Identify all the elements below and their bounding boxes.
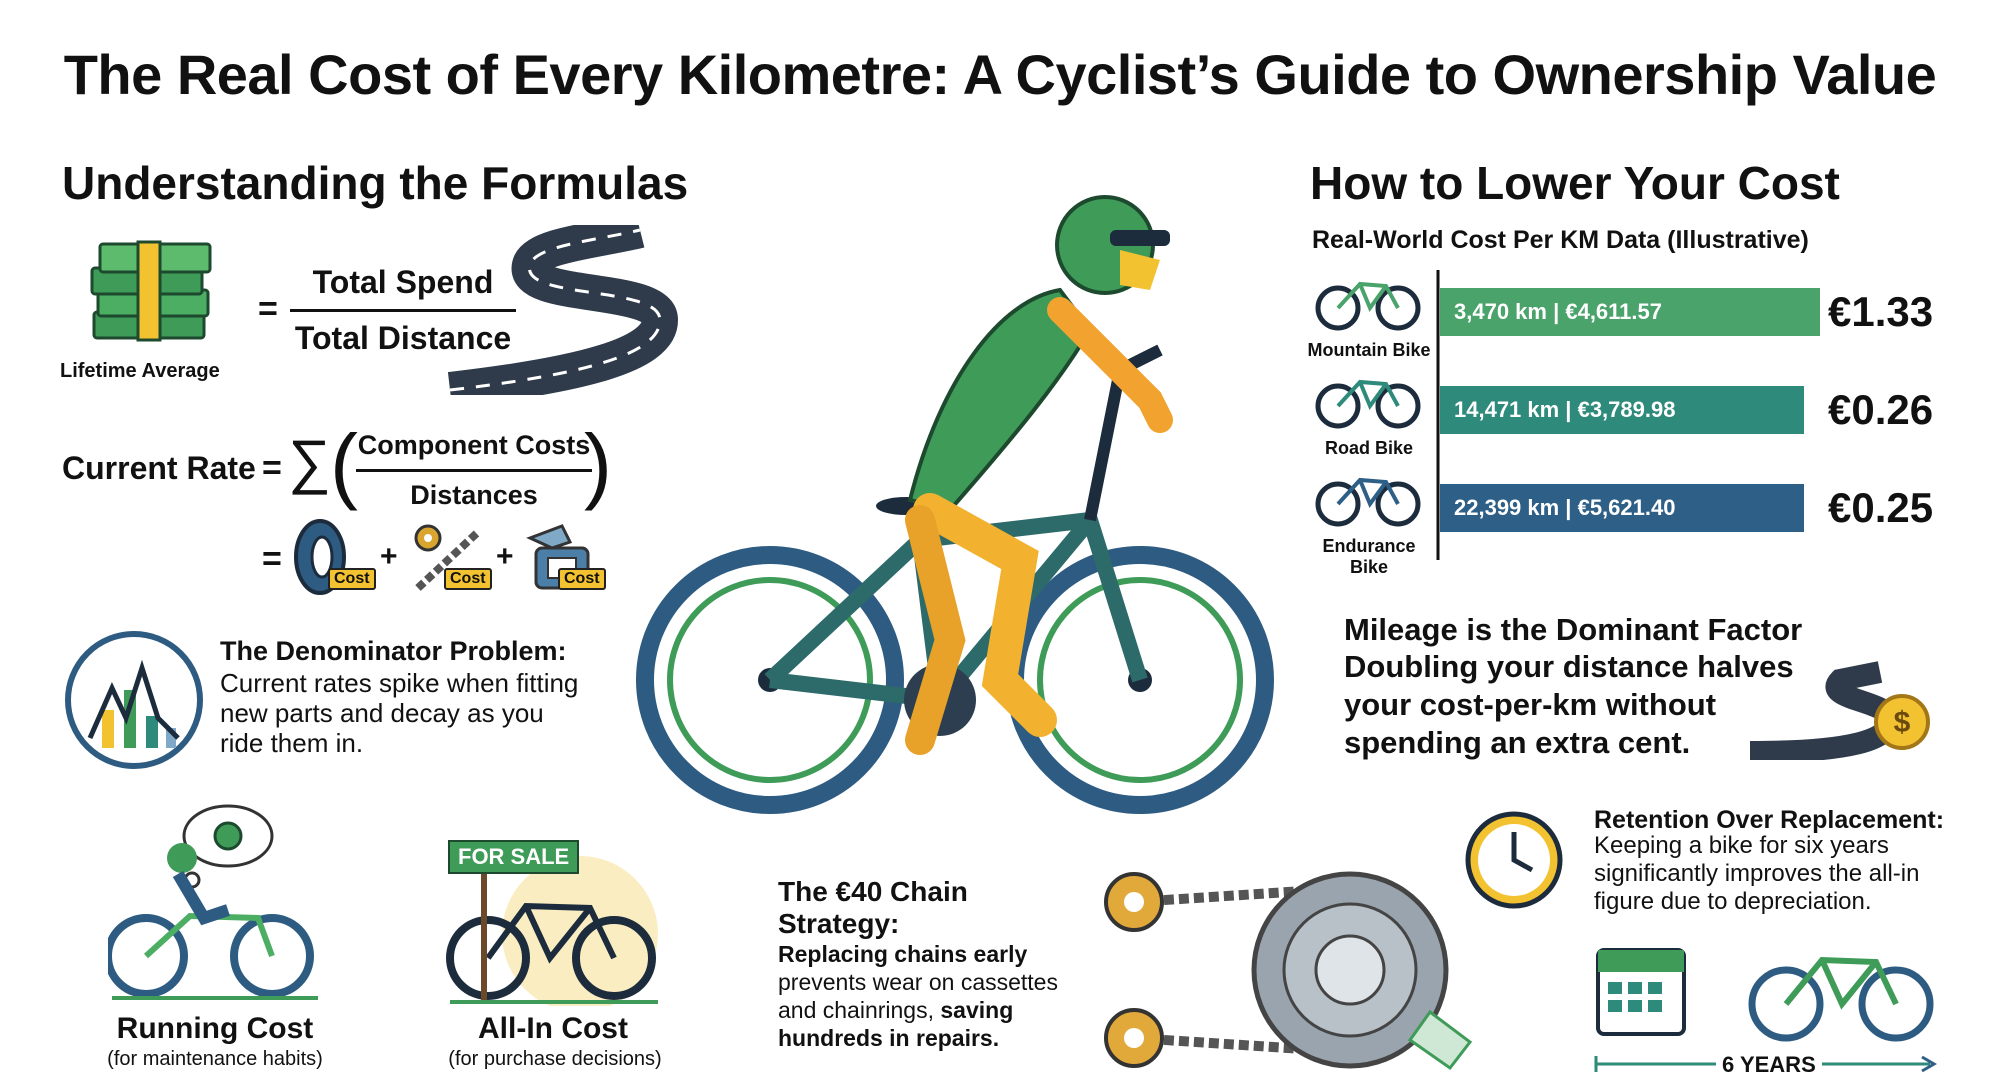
cassette-chain-icon (1104, 871, 1473, 1071)
component-denominator: Distances (410, 480, 538, 510)
chain-bold-2: saving hundreds in repairs. (778, 997, 1014, 1051)
equals-sign-2: = (262, 449, 282, 487)
chart-axis (1436, 270, 1440, 560)
fraction-denominator: Total Distance (294, 320, 512, 356)
sigma-symbol: ∑ (288, 428, 331, 495)
plus-sign-2: + (496, 540, 514, 573)
formulas-heading: Understanding the Formulas (62, 157, 689, 209)
svg-text:$: $ (1894, 706, 1911, 739)
road-cyclist-illustration (636, 195, 1274, 814)
plus-sign-1: + (380, 540, 398, 573)
lower-cost-heading: How to Lower Your Cost (1310, 157, 1840, 209)
fraction-line (290, 309, 516, 312)
component-line (356, 469, 592, 472)
mileage-text: Doubling your distance halves your cost-… (1344, 649, 1794, 760)
road-coin-icon: $ (1749, 661, 1930, 760)
chain-strategy-text: Replacing chains early prevents wear on … (778, 940, 1098, 1052)
chain-bold-1: Replacing chains early (778, 941, 1028, 967)
lifetime-fraction: Total Spend Total Distance (290, 264, 516, 357)
chart-value-label: €0.25 (1828, 484, 1934, 531)
bike-icon-mountain-bike (1315, 281, 1421, 331)
chart-category-label: Road Bike (1324, 438, 1414, 458)
bike-icon-retention (1748, 956, 1934, 1042)
bike-icon-endurance-bike (1315, 477, 1421, 527)
calendar-icon (1596, 948, 1686, 1036)
paren-left: ( (330, 417, 358, 511)
chain-text-1: prevents wear on cassettes and chainring… (778, 969, 1058, 1023)
retention-title: Retention Over Replacement: (1594, 806, 1945, 834)
chart-bar: 14,471 km | €3,789.98 (1440, 386, 1804, 434)
road-icon (447, 225, 679, 395)
clock-icon (1465, 811, 1563, 909)
running-cost-title: Running Cost (116, 1012, 314, 1045)
chart-value-label: €1.33 (1828, 288, 1934, 335)
brake-cost-tag: Cost (558, 568, 606, 590)
equals-sign: = (258, 290, 278, 328)
chain-strategy-title: The €40 Chain Strategy: (778, 876, 968, 939)
cyclist-thinking-icon (108, 804, 318, 1000)
chain-cost-tag: Cost (444, 568, 492, 590)
chart-category-label: Endurance Bike (1322, 536, 1416, 577)
retention-text: Keeping a bike for six years significant… (1594, 832, 1920, 915)
bike-icon-road-bike (1315, 379, 1421, 429)
six-years-label: 6 YEARS (1716, 1052, 1822, 1078)
equals-sign-3: = (262, 540, 282, 578)
for-sale-sign: FOR SALE (448, 840, 580, 874)
chart-category-label: Mountain Bike (1307, 340, 1431, 360)
denominator-text: Current rates spike when fitting new par… (220, 668, 579, 758)
current-rate-label: Current Rate (62, 450, 256, 486)
money-stack-icon (90, 240, 212, 342)
allin-cost-sub: (for purchase decisions) (448, 1048, 662, 1070)
paren-right: ) (584, 417, 612, 511)
mileage-title: Mileage is the Dominant Factor (1344, 612, 1803, 647)
component-fraction: Component Costs Distances (356, 430, 592, 511)
allin-cost-title: All-In Cost (478, 1012, 628, 1045)
denominator-title: The Denominator Problem: (220, 636, 567, 666)
chart-bar: 22,399 km | €5,621.40 (1440, 484, 1804, 532)
component-numerator: Component Costs (357, 430, 591, 460)
chart-value-label: €0.26 (1828, 386, 1934, 433)
chart-title: Real-World Cost Per KM Data (Illustrativ… (1312, 226, 1809, 254)
chart-bar: 3,470 km | €4,611.57 (1440, 288, 1820, 336)
chain-gear-icon (414, 524, 481, 591)
tire-cost-tag: Cost (328, 568, 376, 590)
fraction-numerator: Total Spend (312, 264, 494, 300)
running-cost-sub: (for maintenance habits) (107, 1048, 323, 1070)
page-title: The Real Cost of Every Kilometre: A Cycl… (63, 43, 1937, 106)
lifetime-label: Lifetime Average (60, 360, 220, 382)
spike-chart-icon (65, 631, 203, 769)
